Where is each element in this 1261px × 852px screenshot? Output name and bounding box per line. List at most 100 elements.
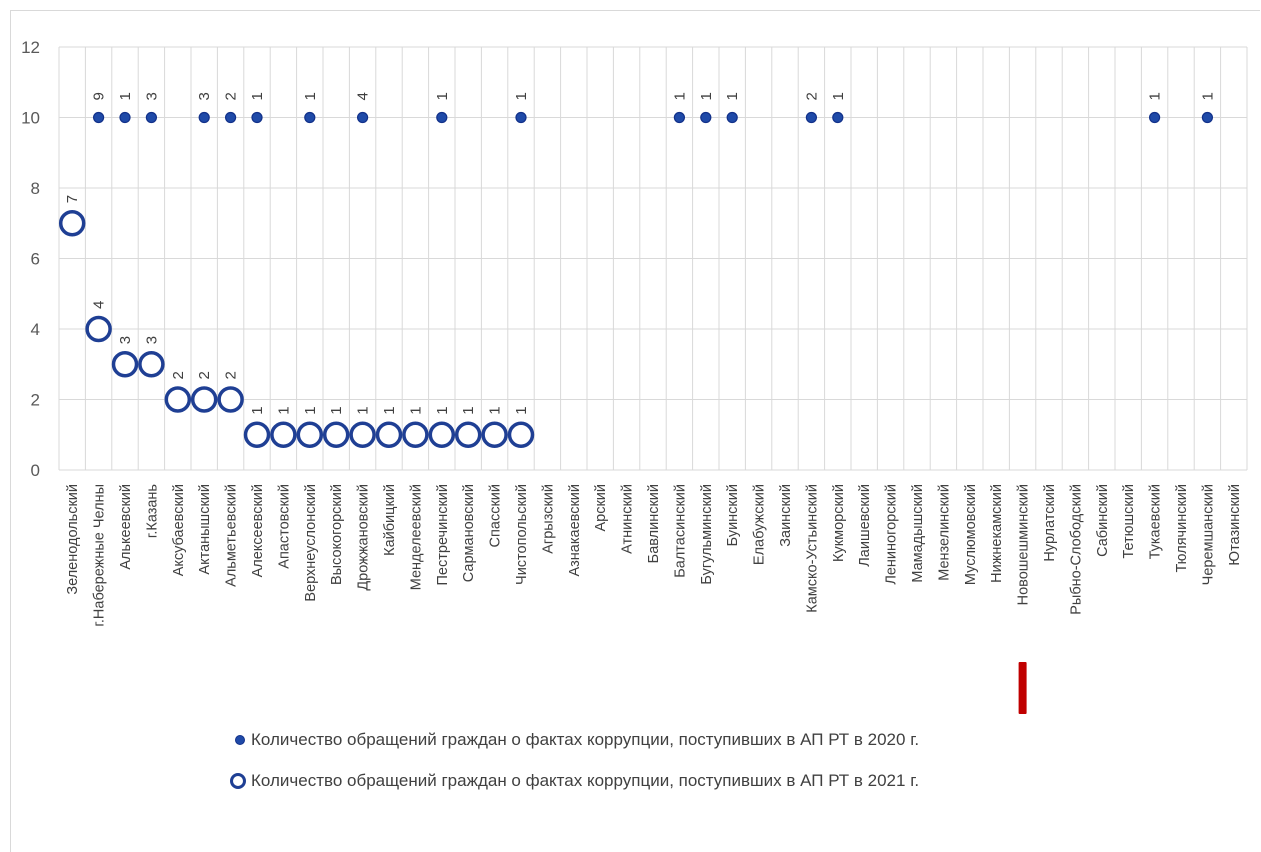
point-2021 (296, 421, 324, 448)
x-tick-label: Нурлатский (1042, 484, 1058, 562)
point-2021 (507, 421, 535, 448)
data-label-2020: 4 (355, 92, 372, 100)
data-label-2021: 1 (302, 406, 319, 414)
point-2021 (375, 421, 403, 448)
data-label-2021: 2 (170, 371, 187, 379)
point-2021 (164, 386, 192, 413)
x-tick-label: Пестречинский (435, 484, 451, 585)
data-label-2021: 1 (328, 406, 345, 414)
x-tick-label: Апастовский (276, 484, 292, 569)
point-2021 (454, 421, 482, 448)
y-tick-label: 10 (21, 109, 40, 128)
x-tick-label: Менделеевский (408, 484, 424, 590)
data-label-2021: 3 (143, 336, 160, 344)
legend-label-2020: Количество обращений граждан о фактах ко… (251, 730, 920, 749)
legend-item-2020: Количество обращений граждан о фактах ко… (235, 730, 919, 750)
point-2020 (515, 111, 527, 124)
x-tick-label: Чистопольский (514, 484, 530, 585)
point-2020 (700, 111, 712, 124)
data-label-2020: 1 (671, 92, 688, 100)
x-tick-label: Балтасинский (672, 484, 688, 578)
data-label-2021: 3 (117, 336, 134, 344)
data-label-2021: 2 (196, 371, 213, 379)
point-2021 (217, 386, 244, 413)
y-tick-label: 8 (31, 179, 40, 198)
legend-marker-2020 (235, 735, 245, 745)
data-label-2021: 4 (91, 301, 108, 309)
data-label-2020: 1 (724, 92, 741, 100)
data-label-2021: 1 (487, 406, 504, 414)
point-2020 (673, 111, 686, 124)
x-tick-label: Бавлинский (646, 484, 662, 563)
x-tick-label: Тукаевский (1148, 484, 1164, 559)
chart-frame (10, 10, 1260, 852)
x-tick-label: Высокогорский (329, 484, 345, 585)
data-label-2020: 1 (1147, 92, 1164, 100)
x-tick-label: Муслюмовский (963, 484, 979, 585)
x-tick-label: Ютазинский (1227, 484, 1243, 566)
x-tick-label: Спасский (488, 484, 504, 547)
x-tick-label: Арский (593, 484, 609, 532)
x-tick-label: Камско-Устьинский (804, 484, 820, 613)
x-tick-label: Верхнеуслонский (303, 484, 319, 602)
point-2021 (111, 351, 139, 378)
x-tick-label: Елабужский (752, 484, 768, 565)
x-tick-label: Сармановский (461, 484, 477, 582)
x-tick-label: г.Казань (144, 484, 160, 538)
y-tick-label: 0 (31, 461, 40, 480)
point-2021 (85, 315, 112, 343)
x-tick-label: Азнакаевский (567, 484, 583, 577)
point-2020 (1148, 111, 1161, 124)
data-label-2021: 1 (249, 406, 266, 414)
point-2020 (805, 111, 818, 124)
data-label-2020: 1 (830, 92, 847, 100)
data-label-2021: 2 (223, 371, 240, 379)
x-tick-label: Кайбицкий (382, 484, 398, 556)
data-label-2021: 1 (355, 406, 372, 414)
x-tick-label: Сабинский (1095, 484, 1111, 557)
x-tick-label: Буинский (725, 484, 741, 546)
x-tick-label: Рыбно-Слободский (1068, 484, 1084, 615)
legend-marker-2021 (230, 773, 246, 789)
x-tick-label: Мамадышский (910, 484, 926, 583)
data-label-2021: 1 (460, 406, 477, 414)
x-tick-label: Лениногорский (884, 484, 900, 585)
legend-item-2021: Количество обращений граждан о фактах ко… (230, 771, 919, 791)
x-tick-label: Алексеевский (250, 484, 266, 577)
point-2020 (726, 111, 738, 124)
data-label-2020: 9 (91, 92, 108, 100)
data-label-2020: 1 (117, 92, 134, 100)
point-2020 (357, 111, 369, 124)
data-label-2021: 1 (434, 406, 451, 414)
point-2021 (402, 421, 429, 448)
data-label-2020: 1 (1199, 92, 1216, 100)
x-tick-label: Нижнекамский (989, 484, 1005, 583)
point-2020 (92, 111, 105, 124)
data-label-2021: 1 (407, 406, 424, 414)
point-2021 (481, 421, 508, 448)
point-2021 (349, 421, 376, 448)
x-tick-label: Зеленодольский (65, 484, 81, 595)
point-2020 (251, 111, 263, 124)
x-tick-label: Лаишевский (857, 484, 873, 567)
point-2020 (225, 111, 237, 124)
data-label-2021: 1 (381, 406, 398, 414)
x-tick-label: Бугульминский (699, 484, 715, 585)
point-2020 (198, 111, 210, 124)
y-tick-label: 4 (31, 320, 40, 339)
x-tick-label: Алькеевский (118, 484, 134, 570)
point-2020 (832, 111, 844, 124)
data-label-2020: 3 (196, 92, 213, 100)
point-2020 (436, 111, 448, 124)
data-label-2020: 1 (698, 92, 715, 100)
data-label-2020: 1 (434, 92, 451, 100)
point-2020 (119, 111, 131, 124)
data-label-2020: 2 (803, 92, 820, 100)
x-tick-label: Аксубаевский (171, 484, 187, 576)
x-tick-label: Дрожжановский (356, 484, 372, 591)
y-tick-label: 2 (31, 391, 40, 410)
data-label-2020: 3 (143, 92, 160, 100)
data-label-2020: 1 (302, 92, 319, 100)
y-tick-label: 6 (31, 250, 40, 269)
